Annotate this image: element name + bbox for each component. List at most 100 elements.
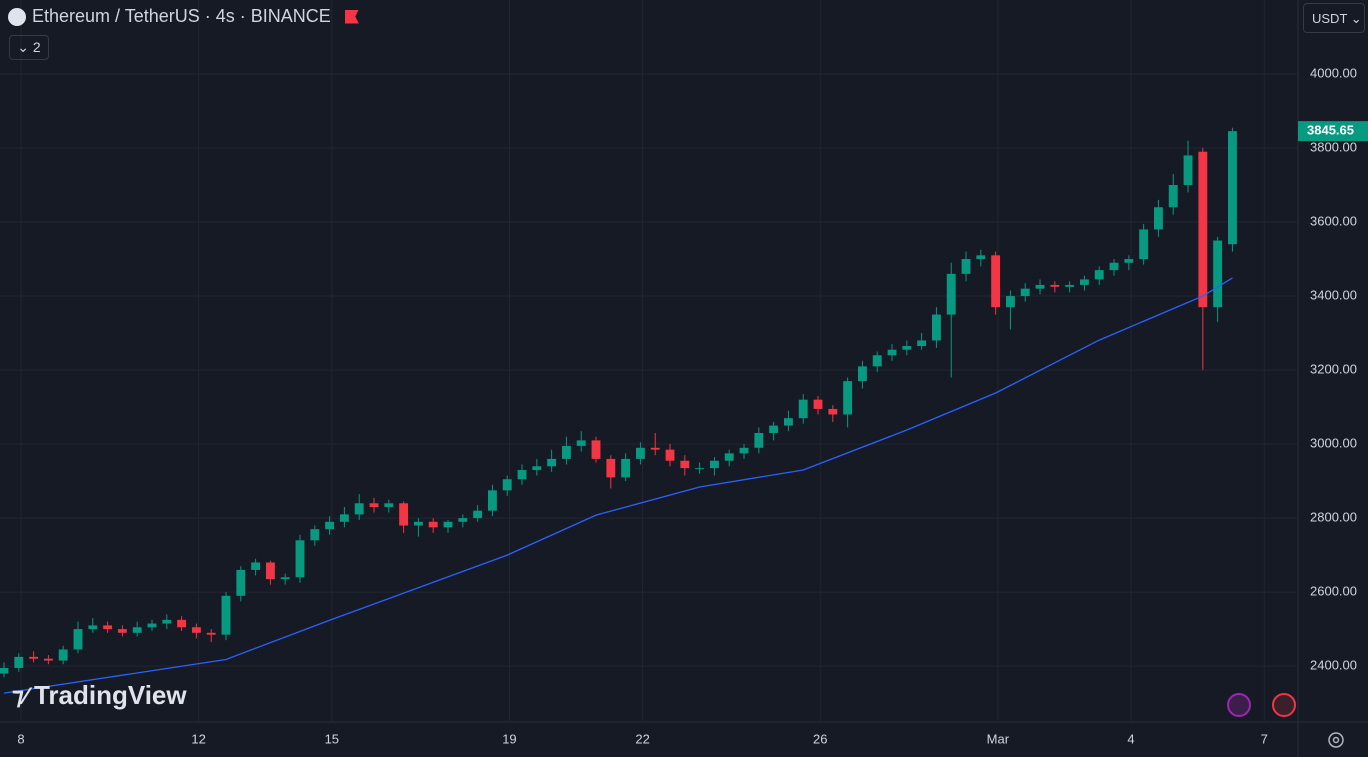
candle-body bbox=[857, 366, 867, 382]
candle-body bbox=[680, 460, 690, 469]
candle-body bbox=[887, 349, 897, 356]
candle-body bbox=[1065, 284, 1075, 287]
event-icon[interactable] bbox=[1272, 693, 1296, 717]
y-tick-label: 3000.00 bbox=[1310, 436, 1357, 451]
candle-body bbox=[413, 521, 423, 526]
candle-body bbox=[1153, 207, 1163, 230]
candle-body bbox=[828, 408, 838, 415]
candle-body bbox=[724, 453, 734, 461]
candle-body bbox=[1168, 185, 1178, 208]
candle-body bbox=[946, 273, 956, 315]
x-tick-label: 8 bbox=[17, 731, 24, 746]
candle-body bbox=[0, 667, 9, 674]
watermark: ⁊∕ TradingView bbox=[12, 680, 187, 710]
indicator-toggle[interactable]: ⌄ 2 bbox=[9, 35, 49, 60]
candle-body bbox=[487, 490, 497, 511]
candle-body bbox=[931, 314, 941, 341]
candle-body bbox=[1227, 131, 1237, 245]
y-tick-label: 4000.00 bbox=[1310, 65, 1357, 80]
event-icon[interactable] bbox=[1227, 693, 1251, 717]
candle-body bbox=[1213, 240, 1223, 308]
candle-body bbox=[1094, 270, 1104, 280]
settings-icon[interactable] bbox=[1328, 732, 1344, 748]
y-tick-label: 2800.00 bbox=[1310, 510, 1357, 525]
y-tick-label: 3800.00 bbox=[1310, 139, 1357, 154]
candle-body bbox=[354, 503, 364, 515]
candle-body bbox=[206, 632, 216, 635]
candle-body bbox=[754, 432, 764, 448]
candle-body bbox=[576, 440, 586, 446]
candle-body bbox=[872, 355, 882, 367]
candle-body bbox=[162, 619, 172, 624]
x-tick-label: 15 bbox=[325, 731, 339, 746]
x-tick-label: 22 bbox=[635, 731, 649, 746]
candle-body bbox=[502, 479, 512, 491]
y-tick-label: 3600.00 bbox=[1310, 213, 1357, 228]
candle-body bbox=[665, 449, 675, 461]
candle-body bbox=[976, 255, 986, 260]
candle-body bbox=[251, 562, 261, 570]
candle-body bbox=[961, 259, 971, 274]
candle-body bbox=[902, 346, 912, 350]
candle-body bbox=[443, 521, 453, 528]
x-tick-label: 4 bbox=[1127, 731, 1134, 746]
y-tick-label: 2600.00 bbox=[1310, 584, 1357, 599]
candle-body bbox=[621, 458, 631, 478]
candle-body bbox=[1139, 229, 1149, 260]
candle-body bbox=[310, 529, 320, 541]
candle-body bbox=[14, 656, 24, 668]
candle-body bbox=[1183, 155, 1193, 186]
marks bbox=[0, 127, 1237, 694]
candle-body bbox=[769, 425, 779, 433]
candle-body bbox=[280, 577, 290, 580]
indicator-count: 2 bbox=[32, 39, 41, 55]
candle-body bbox=[1124, 259, 1134, 263]
candle-body bbox=[428, 521, 438, 528]
candle-body bbox=[606, 458, 616, 478]
candle-body bbox=[783, 418, 793, 426]
candle-body bbox=[650, 447, 660, 450]
x-tick-label: Mar bbox=[987, 731, 1010, 746]
candle-body bbox=[88, 625, 98, 630]
candle-body bbox=[29, 656, 39, 659]
candle-body bbox=[1050, 284, 1060, 287]
last-price-label: 3845.65 bbox=[1307, 123, 1354, 138]
candle-body bbox=[695, 468, 705, 470]
moving-average bbox=[3, 277, 1233, 694]
y-tick-label: 2400.00 bbox=[1310, 658, 1357, 673]
candle-body bbox=[1198, 151, 1208, 308]
candle-body bbox=[191, 627, 201, 633]
candle-body bbox=[517, 469, 527, 480]
candle-body bbox=[473, 510, 483, 519]
candle-body bbox=[1005, 296, 1015, 308]
candle-body bbox=[591, 440, 601, 459]
candle-body bbox=[236, 569, 246, 596]
candle-body bbox=[843, 381, 853, 415]
candle-body bbox=[147, 623, 157, 628]
candle-body bbox=[325, 521, 335, 530]
candle-body bbox=[103, 625, 113, 630]
candle-body bbox=[709, 460, 719, 469]
symbol-title[interactable]: Ethereum / TetherUS · 4s · BINANCE bbox=[32, 6, 331, 26]
candle-body bbox=[635, 447, 645, 459]
candle-body bbox=[1079, 279, 1089, 285]
candle-body bbox=[917, 340, 927, 347]
y-tick-label: 3200.00 bbox=[1310, 362, 1357, 377]
candle-body bbox=[813, 399, 823, 409]
flag-icon[interactable] bbox=[344, 9, 359, 24]
grid bbox=[0, 0, 1298, 722]
candle-body bbox=[384, 503, 394, 507]
header: Ethereum / TetherUS · 4s · BINANCE bbox=[8, 6, 359, 27]
last-price-box bbox=[1298, 121, 1368, 142]
currency: USDT bbox=[1312, 11, 1348, 26]
candle-body bbox=[1020, 288, 1030, 297]
candle-body bbox=[798, 399, 808, 419]
candle-body bbox=[561, 445, 571, 459]
candle-body bbox=[43, 658, 53, 661]
currency-select[interactable]: USDT ⌄ bbox=[1303, 3, 1365, 33]
candle-body bbox=[339, 514, 349, 522]
x-tick-label: 26 bbox=[813, 731, 827, 746]
x-tick-label: 12 bbox=[191, 731, 205, 746]
x-tick-label: 7 bbox=[1261, 731, 1268, 746]
